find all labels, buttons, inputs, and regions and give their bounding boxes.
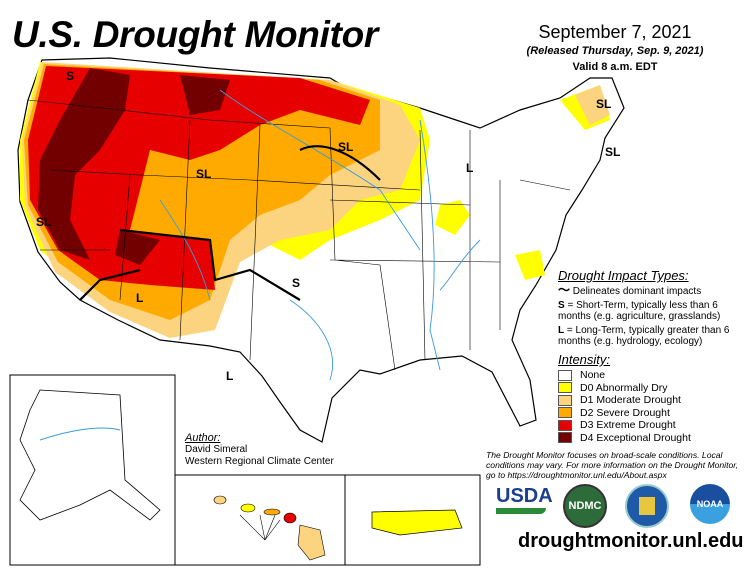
right-column: Drought Impact Types: 〜 Delineates domin… xyxy=(486,268,748,552)
author-block: Author: David Simeral Western Regional C… xyxy=(185,432,334,468)
map-date: September 7, 2021 xyxy=(538,22,692,42)
svg-text:SL: SL xyxy=(596,97,611,111)
legend-d2: D2 Severe Drought xyxy=(558,407,748,420)
disclaimer-note: The Drought Monitor focuses on broad-sca… xyxy=(486,450,739,480)
impact-delineations xyxy=(79,145,381,301)
legend-d1: D1 Moderate Drought xyxy=(558,394,748,407)
legend-d3: D3 Extreme Drought xyxy=(558,419,748,432)
commerce-seal-logo xyxy=(625,484,669,528)
author-name: David Simeral xyxy=(185,444,248,455)
svg-text:L: L xyxy=(226,369,233,383)
svg-text:SL: SL xyxy=(605,145,620,159)
svg-text:SL: SL xyxy=(196,167,211,181)
svg-text:SL: SL xyxy=(338,140,353,154)
d1-area-maine xyxy=(575,85,610,125)
svg-text:L: L xyxy=(466,161,473,175)
intensity-legend: Intensity: None D0 Abnormally Dry D1 Mod… xyxy=(558,352,748,444)
alaska xyxy=(19,389,161,521)
noaa-logo: NOAA xyxy=(690,484,730,524)
legend-d0: D0 Abnormally Dry xyxy=(558,382,748,395)
impact-heading: Drought Impact Types: xyxy=(558,268,689,283)
d0-area-east xyxy=(435,200,470,235)
impact-types-legend: Drought Impact Types: 〜 Delineates domin… xyxy=(558,268,748,350)
delineation-icon: 〜 xyxy=(558,283,571,297)
state-boundaries xyxy=(27,99,571,371)
valid-time: Valid 8 a.m. EDT xyxy=(572,61,658,73)
map-title: U.S. Drought Monitor xyxy=(12,14,378,55)
d4-area xyxy=(38,68,130,260)
svg-text:L: L xyxy=(136,291,143,305)
d4-area-utah xyxy=(115,230,160,265)
puerto-rico xyxy=(371,509,463,536)
intensity-heading: Intensity: xyxy=(558,352,611,367)
long-term-text: = Long-Term, typically greater than 6 mo… xyxy=(558,325,730,347)
ndmc-logo: NDMC xyxy=(563,484,607,528)
logo-row: USDA NDMC NOAA xyxy=(486,484,748,528)
release-date: (Released Thursday, Sep. 9, 2021) xyxy=(526,45,704,57)
short-term-text: = Short-Term, typically less than 6 mont… xyxy=(558,300,721,322)
svg-text:SL: SL xyxy=(36,215,51,229)
author-org: Western Regional Climate Center xyxy=(185,456,334,467)
alaska-river xyxy=(39,427,121,441)
rivers xyxy=(159,89,481,381)
d4-area-montana xyxy=(180,75,230,115)
short-term-key: S xyxy=(558,300,565,311)
svg-text:S: S xyxy=(66,69,74,83)
legend-none: None xyxy=(558,369,748,382)
d0-area-carolinas xyxy=(515,250,545,280)
usda-logo: USDA xyxy=(496,484,553,524)
long-term-key: L xyxy=(558,325,565,336)
author-heading: Author: xyxy=(185,432,221,444)
hawaii-islands xyxy=(213,495,326,561)
legend-d4: D4 Exceptional Drought xyxy=(558,432,748,445)
delineates-text: Delineates dominant impacts xyxy=(572,286,702,297)
website-link[interactable]: droughtmonitor.unl.edu xyxy=(518,530,744,552)
svg-text:S: S xyxy=(292,276,300,290)
